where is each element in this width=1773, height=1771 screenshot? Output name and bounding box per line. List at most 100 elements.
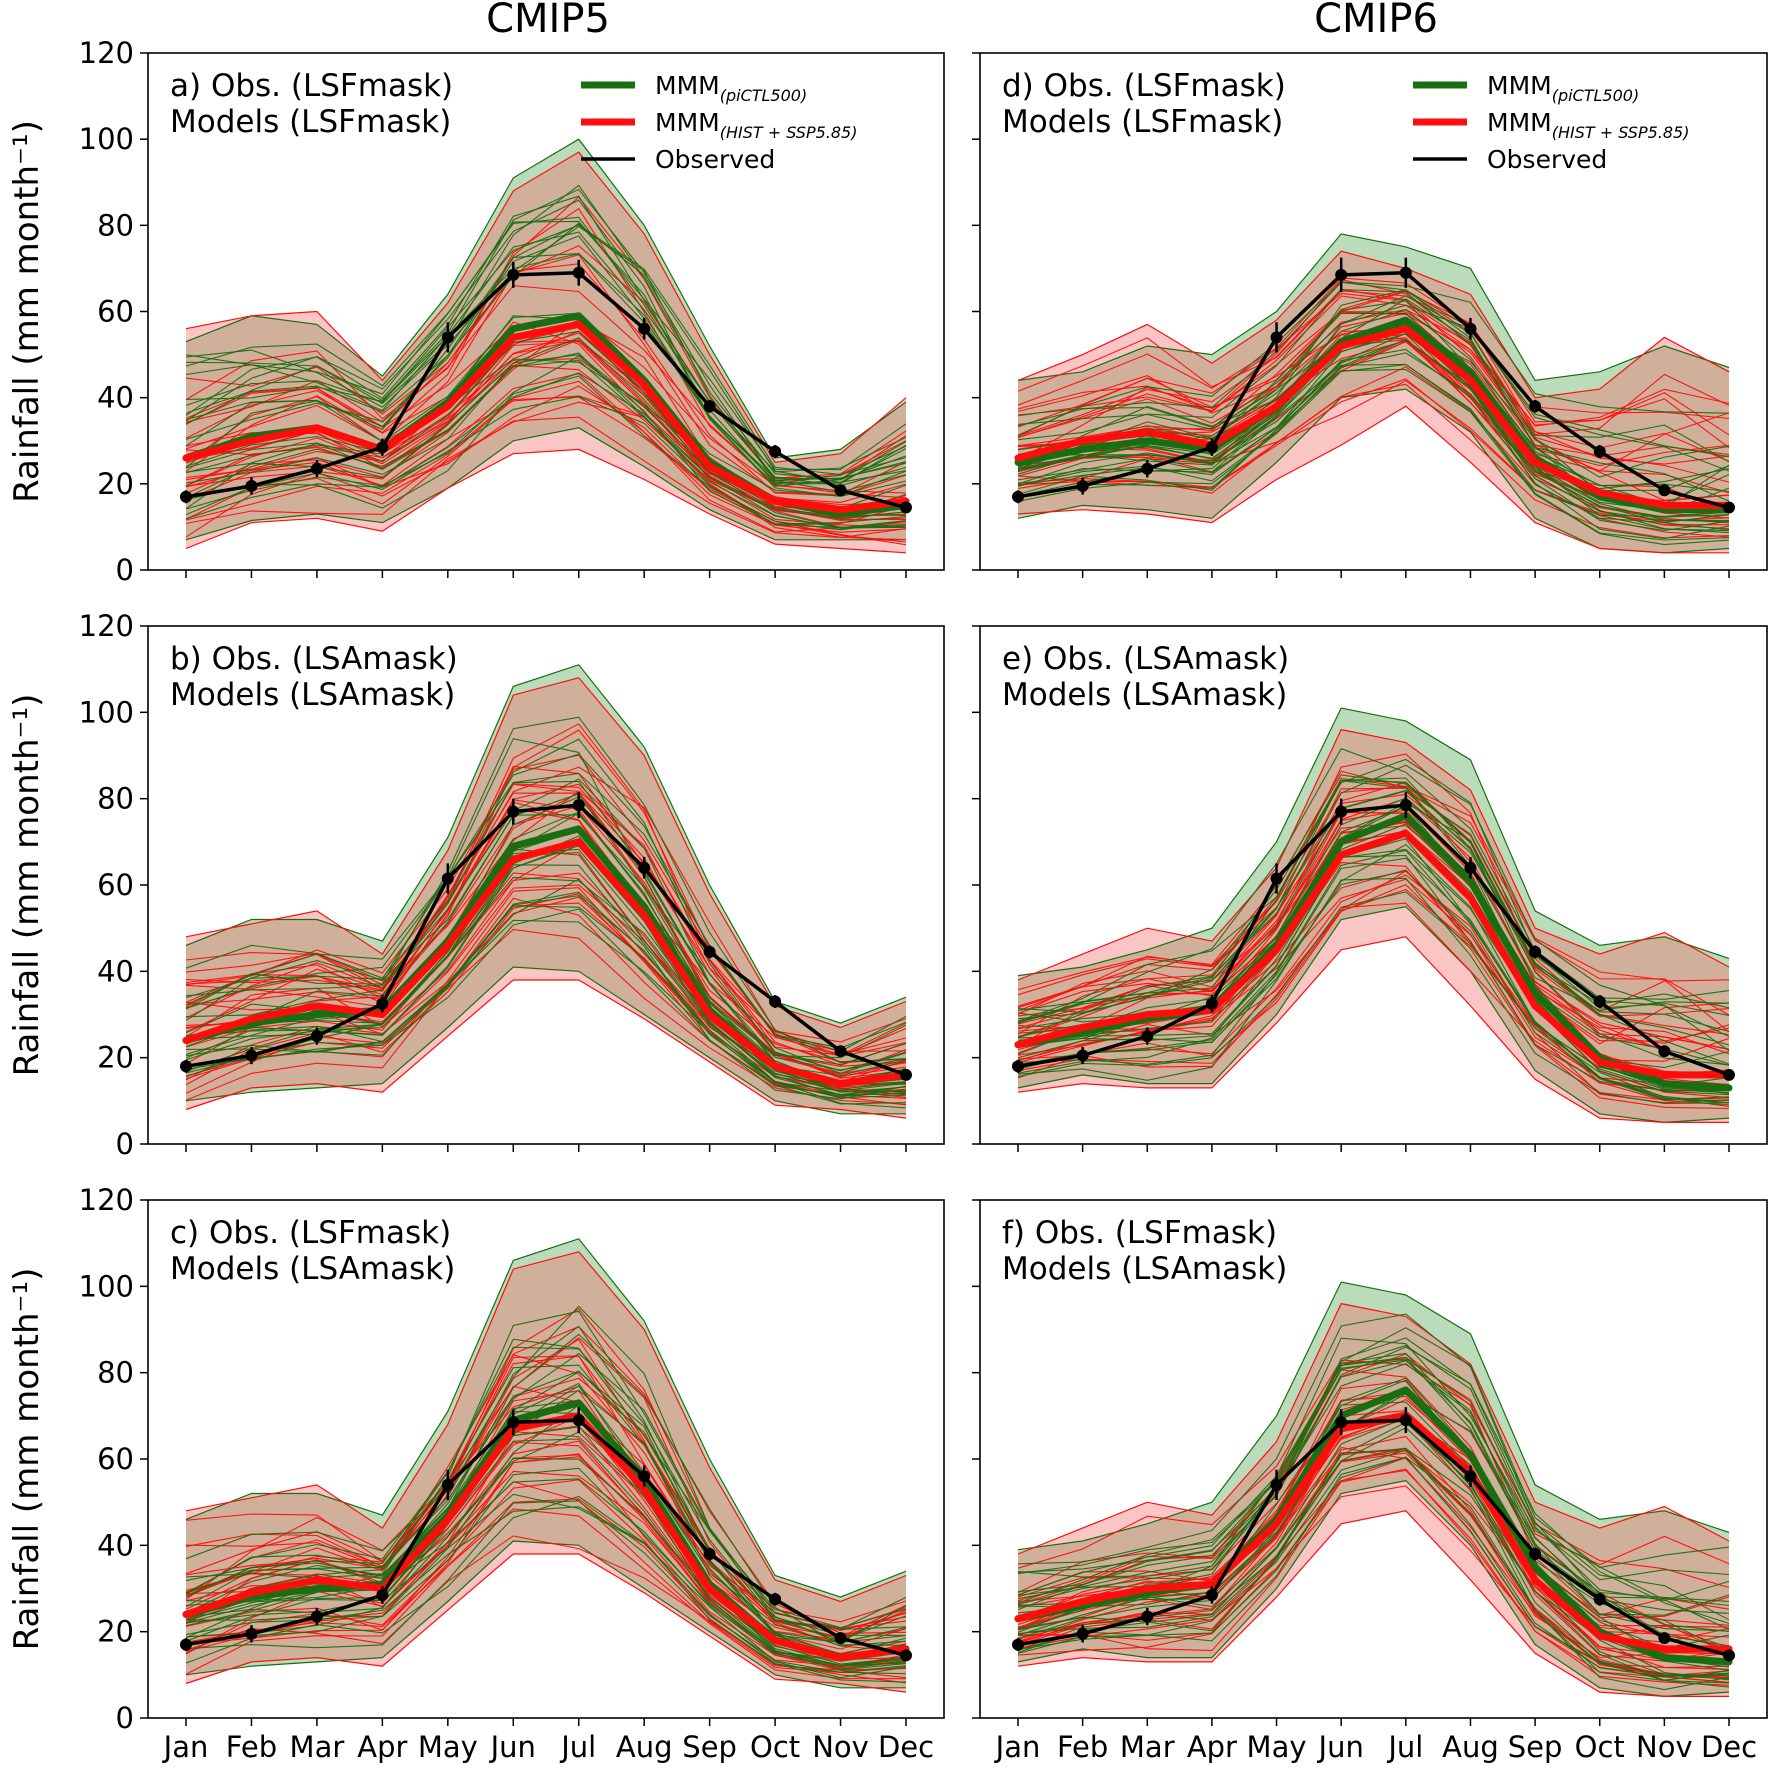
model-line-pictl [1017, 1447, 1730, 1684]
model-line-pictl [185, 919, 907, 1105]
model-line-pictl [1017, 1337, 1730, 1630]
x-tick-label: Jan [162, 1730, 209, 1764]
legend-piCTL-subscript: (piCTL500) [1552, 86, 1639, 105]
model-line-pictl [185, 1404, 907, 1662]
model-line-pictl [185, 337, 907, 528]
observed-point [1593, 995, 1606, 1008]
model-line-pictl [185, 315, 907, 518]
observed-point [1593, 445, 1606, 458]
panel-label-models: Models (LSFmask) [170, 104, 451, 140]
x-tick-label: Apr [1187, 1730, 1237, 1764]
model-line-hist [185, 416, 907, 539]
observed-point [180, 490, 192, 503]
observed-point [180, 1638, 192, 1651]
observed-point [1658, 484, 1671, 497]
plot-area-a [180, 138, 912, 554]
x-tick-label: Oct [1575, 1730, 1625, 1764]
observed-point [1464, 861, 1477, 874]
observed-point [1270, 872, 1283, 885]
model-line-pictl [1017, 339, 1730, 532]
observed-point [310, 1610, 323, 1623]
model-line-pictl [185, 1352, 907, 1641]
y-tick-label: 20 [97, 1041, 134, 1075]
y-tick-label: 60 [97, 295, 134, 329]
model-line-hist [185, 1508, 907, 1680]
model-line-hist [185, 1355, 907, 1623]
model-line-pictl [1017, 1356, 1730, 1607]
model-line-hist [185, 783, 907, 1063]
model-line-hist [185, 1498, 907, 1667]
observed-point [769, 995, 782, 1008]
observed-point [376, 441, 389, 454]
observed-point [900, 1068, 912, 1081]
observed-point [769, 445, 782, 458]
model-line-pictl [185, 199, 907, 487]
observed-point [180, 1060, 192, 1073]
observed-point [441, 331, 454, 344]
model-line-pictl [1017, 364, 1730, 541]
observed-point [441, 872, 454, 885]
model-line-pictl [1017, 848, 1730, 1087]
model-line-pictl [185, 1385, 907, 1647]
x-tick-label: May [418, 1730, 478, 1764]
observed-point [245, 1049, 258, 1062]
x-tick-label: Oct [750, 1730, 800, 1764]
model-line-hist [185, 1390, 907, 1643]
model-line-pictl [185, 1495, 907, 1683]
legend-piCTL: MMM(piCTL500) [581, 71, 807, 105]
x-tick-label: Jul [559, 1730, 596, 1764]
model-line-pictl [185, 1426, 907, 1667]
x-tick-label: Sep [682, 1730, 737, 1764]
observed-point [1141, 462, 1154, 475]
panel-b: 0 20 40 60 80 100 120 Rainfall (mm month⁻¹) b) O… [7, 609, 945, 1161]
model-line-pictl [1017, 281, 1730, 436]
model-line-pictl [185, 222, 907, 498]
y-tick-label: 40 [97, 954, 134, 988]
observed-point [1464, 1470, 1477, 1483]
model-line-pictl [185, 220, 907, 471]
observed-point [1335, 805, 1348, 818]
range-edge-piCTL-lower [185, 427, 906, 541]
y-tick-label: 120 [79, 609, 134, 643]
observed-point [1012, 1638, 1024, 1651]
observed-point [1076, 1627, 1089, 1640]
model-line-pictl [1017, 1421, 1730, 1680]
y-tick-label: 80 [97, 1356, 134, 1390]
observed-point [638, 1470, 651, 1483]
model-line-pictl [1017, 777, 1730, 1066]
model-line-pictl [185, 895, 907, 1092]
model-line-pictl [1017, 1313, 1730, 1621]
model-line-pictl [1017, 1449, 1730, 1681]
range-edge-piCTL-upper [1017, 707, 1730, 977]
plot-area-c [180, 1238, 912, 1693]
observed-point [1529, 400, 1542, 413]
observed-point [507, 1416, 520, 1429]
legend-observed: Observed [581, 145, 775, 174]
legend-piCTL: MMM(piCTL500) [1413, 71, 1639, 105]
x-tick-label: Feb [1057, 1730, 1108, 1764]
y-axis-label: Rainfall (mm month⁻¹) [7, 694, 47, 1077]
range-edge-piCTL-upper [185, 664, 907, 1024]
column-title-cmip5: CMIP5 [486, 0, 610, 42]
range-edge-piCTL-lower [1017, 905, 1730, 1124]
range-edge-hist-upper [185, 151, 907, 463]
y-tick-label: 0 [116, 1701, 134, 1735]
observed-point [769, 1593, 782, 1606]
y-tick-label: 80 [97, 208, 134, 242]
observed-point [1335, 1416, 1348, 1429]
model-line-hist [1017, 870, 1730, 1085]
observed-point [310, 1030, 323, 1043]
model-line-pictl [1017, 1344, 1730, 1596]
model-line-hist [185, 1355, 907, 1630]
observed-line [1017, 1418, 1730, 1658]
y-tick-label: 100 [79, 122, 134, 156]
model-line-pictl [1017, 891, 1730, 1108]
range-edge-hist-lower [185, 448, 907, 554]
range-edge-hist-lower [1017, 405, 1729, 554]
panel-label-models: Models (LSAmask) [1002, 1251, 1287, 1287]
range-edge-piCTL-lower [1017, 1479, 1730, 1698]
legend-observed-label: Observed [1487, 145, 1607, 174]
legend-hist-subscript: (HIST + SSP5.85) [1552, 123, 1690, 142]
model-line-hist [1017, 1369, 1730, 1649]
model-line-pictl [185, 1305, 907, 1630]
